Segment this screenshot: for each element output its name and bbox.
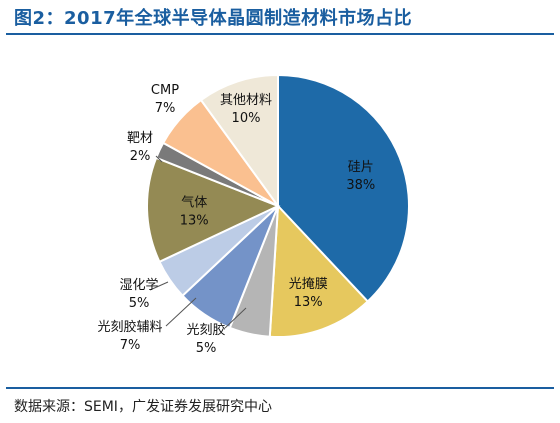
title-rule <box>6 33 554 35</box>
slice-label: 靶材 <box>127 131 153 146</box>
source-note: 数据来源：SEMI，广发证券发展研究中心 <box>14 399 272 415</box>
slice-value-label: 5% <box>196 341 217 356</box>
leader-line <box>149 281 169 291</box>
slice-value-label: 13% <box>294 295 323 310</box>
leader-line <box>155 155 163 163</box>
slice-label: 硅片 <box>348 160 374 175</box>
slice-value-label: 13% <box>180 214 209 229</box>
slice-value-label: 7% <box>120 338 141 353</box>
source-rule <box>6 387 554 389</box>
slice-label: CMP <box>151 83 179 98</box>
slice-value-label: 7% <box>155 101 176 116</box>
slice-label: 光刻胶 <box>186 322 225 338</box>
pie-slice <box>277 73 410 303</box>
chart-title: 图2：2017年全球半导体晶圆制造材料市场占比 <box>14 8 413 29</box>
pie-slice <box>146 156 281 264</box>
pie-slice <box>199 73 279 210</box>
slice-label: 气体 <box>181 195 207 211</box>
leader-line <box>165 297 197 327</box>
slice-value-label: 2% <box>130 149 151 164</box>
slice-value-label: 38% <box>346 178 375 193</box>
slice-label: 湿化学 <box>119 277 158 293</box>
slice-label: 其他材料 <box>220 93 272 108</box>
slice-label: 光掩膜 <box>289 277 328 292</box>
slice-value-label: 5% <box>129 296 150 311</box>
pie-chart: 硅片 38% 光掩膜 13% 光刻胶 5% 光刻胶辅料 7% 湿化学 5% 气体 13% 靶材 2% CMP… <box>97 73 410 356</box>
leader-line <box>224 307 247 329</box>
pie-slice <box>268 203 370 338</box>
slice-value-label: 10% <box>232 111 261 126</box>
slice-label: 光刻胶辅料 <box>97 319 162 335</box>
